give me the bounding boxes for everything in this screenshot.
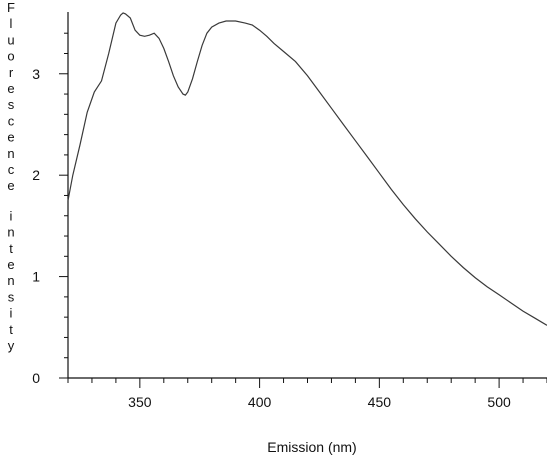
tick-labels: 350 400 450 500 0 1 2 3 xyxy=(32,66,511,410)
y-label-char: r xyxy=(9,65,14,80)
x-tick-label: 400 xyxy=(248,394,272,410)
y-label-char: n xyxy=(7,273,14,288)
y-label-char: e xyxy=(7,130,14,145)
y-label-char: e xyxy=(7,178,14,193)
y-label-char: e xyxy=(7,81,14,96)
x-tick-label: 500 xyxy=(487,394,511,410)
x-tick-label: 450 xyxy=(368,394,392,410)
x-tick-label: 350 xyxy=(128,394,152,410)
series-line-emission xyxy=(67,12,547,326)
y-label-char: i xyxy=(10,208,13,223)
major-ticks xyxy=(59,73,500,388)
y-label-char: u xyxy=(7,32,14,47)
y-label-char: t xyxy=(9,322,13,337)
y-label-char: t xyxy=(9,241,13,256)
y-label-char: c xyxy=(8,113,15,128)
y-tick-label: 3 xyxy=(32,66,40,82)
y-label-char: l xyxy=(10,16,13,31)
y-label-char: i xyxy=(10,306,13,321)
y-label-char: c xyxy=(8,162,15,177)
y-label-char: s xyxy=(8,289,15,304)
y-tick-label: 0 xyxy=(32,370,40,386)
y-label-char: n xyxy=(7,146,14,161)
minor-ticks xyxy=(64,32,547,383)
y-tick-label: 2 xyxy=(32,167,40,183)
y-label-char: y xyxy=(8,338,15,353)
y-label-char: n xyxy=(7,225,14,240)
y-label-char: e xyxy=(7,257,14,272)
y-label-char: o xyxy=(7,49,14,64)
y-label-char: F xyxy=(7,0,15,15)
x-axis-label: Emission (nm) xyxy=(267,439,356,455)
y-label-char: s xyxy=(8,97,15,112)
y-tick-label: 1 xyxy=(32,269,40,285)
